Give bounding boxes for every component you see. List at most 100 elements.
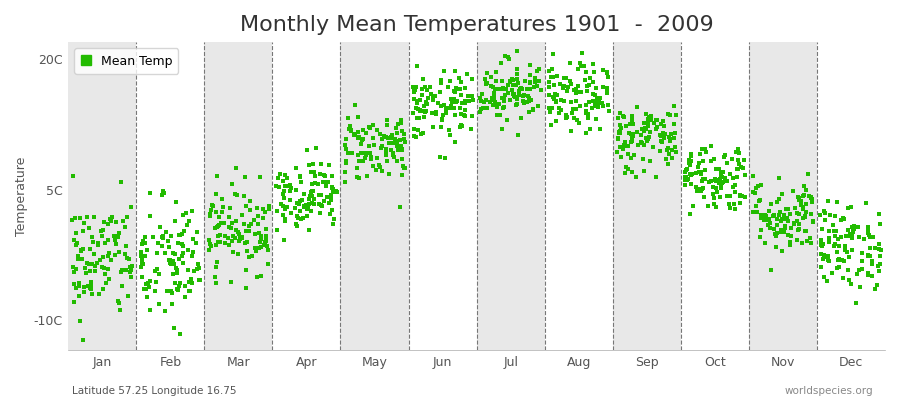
Point (614, 154, 628, 160)
Point (242, 223, 256, 229)
Point (85, 290, 99, 297)
Point (204, 242, 219, 249)
Point (394, 128, 409, 134)
Point (842, 233, 856, 239)
Point (852, 284, 867, 290)
Point (452, 85, 466, 92)
Point (600, 85, 615, 92)
Point (439, 110, 454, 116)
Point (254, 273, 268, 280)
Point (393, 143, 408, 150)
Point (122, 269, 137, 276)
Point (630, 142, 644, 148)
Point (114, 282, 129, 289)
Point (734, 164, 749, 170)
Point (612, 129, 626, 136)
Point (444, 103, 458, 109)
Point (351, 152, 365, 159)
Point (869, 282, 884, 288)
Point (435, 116, 449, 122)
Point (774, 218, 788, 224)
Point (517, 93, 531, 99)
Point (694, 171, 708, 177)
Point (567, 114, 581, 121)
Point (326, 189, 340, 196)
Point (573, 60, 588, 66)
Point (363, 124, 377, 131)
Point (542, 68, 556, 74)
Point (90, 260, 104, 266)
Point (454, 122, 469, 129)
Point (283, 182, 297, 188)
Point (678, 182, 692, 188)
Point (556, 98, 571, 104)
Point (276, 190, 291, 197)
Point (98, 240, 112, 246)
Point (712, 180, 726, 186)
Point (122, 256, 137, 262)
Point (473, 109, 488, 115)
Point (714, 185, 728, 192)
Point (289, 186, 303, 193)
Point (653, 121, 668, 128)
Point (786, 188, 800, 195)
Point (407, 125, 421, 132)
Point (797, 214, 812, 220)
Point (320, 194, 335, 200)
Point (211, 232, 225, 239)
Point (838, 243, 852, 249)
Point (344, 126, 358, 133)
Point (613, 110, 627, 116)
Point (456, 112, 471, 118)
Point (171, 232, 185, 238)
Point (726, 201, 741, 208)
Point (382, 140, 396, 146)
Point (832, 243, 847, 250)
Point (325, 184, 339, 190)
Point (249, 274, 264, 280)
Point (581, 111, 596, 117)
Point (646, 144, 661, 151)
Point (176, 242, 190, 249)
Point (729, 174, 743, 180)
Point (251, 213, 266, 220)
Point (156, 188, 170, 194)
Point (590, 104, 605, 110)
Point (587, 68, 601, 75)
Point (388, 136, 402, 142)
Point (828, 233, 842, 239)
Point (636, 125, 651, 132)
Point (278, 215, 293, 222)
Point (625, 168, 639, 175)
Point (619, 143, 634, 150)
Point (410, 83, 424, 90)
Point (429, 108, 444, 115)
Point (641, 136, 655, 143)
Point (187, 268, 202, 274)
Point (642, 134, 656, 140)
Point (580, 108, 594, 114)
Point (67, 280, 81, 287)
Point (650, 124, 664, 130)
Point (393, 120, 408, 126)
Point (758, 240, 772, 246)
Point (383, 146, 398, 153)
Point (222, 205, 237, 212)
Point (71, 253, 86, 260)
Point (158, 250, 173, 256)
Point (845, 235, 859, 242)
Point (350, 164, 365, 171)
Point (522, 109, 536, 116)
Point (661, 144, 675, 151)
Point (425, 110, 439, 116)
Point (120, 267, 134, 274)
Point (191, 261, 205, 268)
Point (375, 168, 390, 174)
Point (452, 75, 466, 81)
Point (297, 203, 311, 210)
Point (660, 147, 674, 154)
Point (308, 173, 322, 179)
Point (816, 208, 831, 214)
Point (698, 176, 712, 182)
Point (447, 105, 462, 111)
